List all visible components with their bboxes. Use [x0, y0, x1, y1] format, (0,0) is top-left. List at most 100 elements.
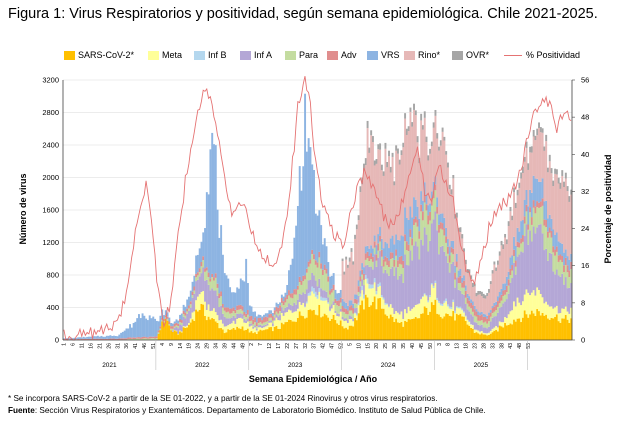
bar-sars-74	[195, 309, 198, 340]
bar-para-195	[411, 245, 414, 261]
bar-sars-250	[509, 323, 512, 340]
bar-sars-97	[236, 326, 239, 340]
bar-infb-169	[364, 274, 367, 280]
bar-infa-88	[220, 305, 223, 320]
bar-adv-215	[446, 246, 449, 254]
bar-infa-119	[275, 314, 278, 318]
bar-sars-197	[414, 316, 417, 340]
bar-infa-133	[300, 294, 303, 305]
bar-para-193	[407, 251, 410, 266]
bar-sars-94	[230, 329, 233, 340]
bar-infa-208	[434, 211, 437, 281]
bar-rino-213	[443, 140, 446, 218]
bar-adv-252	[513, 249, 515, 257]
bar-adv-124	[284, 297, 287, 303]
week-tick-2023-42: 42	[321, 343, 327, 349]
bar-meta-203	[425, 296, 428, 308]
bar-infa-113	[264, 324, 267, 327]
bar-infa-261	[529, 230, 532, 296]
bar-rino-234	[480, 295, 483, 312]
bar-rino-217	[450, 194, 453, 241]
bar-adv-89	[221, 303, 224, 308]
bar-vrs-266	[538, 181, 541, 203]
bar-adv-180	[384, 256, 387, 262]
bar-rino-232	[477, 294, 480, 312]
bar-adv-226	[466, 297, 469, 304]
bar-infb-220	[455, 306, 458, 308]
bar-ovr-188	[398, 159, 401, 165]
bar-rino-198	[416, 142, 419, 207]
bar-infa-76	[198, 276, 201, 295]
bar-sars-275	[554, 316, 557, 340]
bar-meta-263	[532, 290, 535, 314]
bar-rino-171	[368, 152, 371, 249]
bar-adv-175	[375, 254, 378, 261]
bar-para-131	[296, 289, 299, 300]
bar-adv-232	[477, 315, 480, 321]
bar-meta-184	[391, 307, 394, 317]
bar-infa-247	[504, 301, 507, 318]
week-tick-2024-40: 40	[410, 343, 416, 349]
bar-sars-232	[477, 333, 480, 340]
bar-para-254	[516, 247, 519, 257]
bar-rino-249	[507, 226, 510, 272]
bar-ovr-208	[434, 109, 437, 116]
bar-infa-173	[371, 269, 374, 285]
bar-vrs-31	[118, 334, 121, 339]
positivity-series	[63, 76, 572, 341]
bar-vrs-268	[541, 178, 544, 199]
bar-adv-83	[211, 273, 214, 278]
bar-adv-210	[438, 224, 440, 233]
bar-sars-87	[218, 328, 221, 340]
bar-para-188	[398, 263, 401, 276]
week-tick-2022-24: 24	[196, 343, 202, 349]
week-tick-2025-48: 48	[517, 343, 523, 349]
bar-vrs-89	[221, 254, 224, 304]
bar-para-114	[266, 321, 269, 324]
bar-infa-168	[363, 285, 365, 295]
bar-ovr-235	[482, 293, 485, 299]
bar-adv-88	[220, 291, 223, 297]
bar-para-128	[291, 298, 294, 306]
bar-infa-115	[268, 321, 271, 323]
bar-adv-279	[561, 256, 564, 262]
bar-infa-251	[511, 278, 514, 311]
bar-sars-259	[525, 314, 528, 340]
bar-vrs-233	[479, 312, 482, 316]
bar-sars-256	[520, 322, 523, 340]
bar-vrs-122	[280, 294, 283, 299]
bar-para-62	[173, 326, 176, 329]
bar-sars-184	[391, 316, 394, 340]
bar-ovr-214	[445, 151, 448, 155]
bar-vrs-165	[357, 280, 360, 287]
legend-label-adv: Adv	[341, 50, 357, 60]
bar-vrs-269	[543, 201, 546, 220]
bar-meta-260	[527, 292, 530, 318]
bar-infa-186	[395, 267, 398, 312]
week-tick-2021-21: 21	[97, 343, 103, 349]
bar-para-233	[479, 320, 482, 326]
bar-adv-128	[291, 293, 294, 299]
bar-vrs-100	[241, 280, 244, 307]
bar-rino-242	[495, 270, 498, 302]
bar-infa-94	[230, 317, 233, 324]
bar-rino-239	[489, 284, 492, 311]
bar-rino-206	[430, 146, 433, 192]
bar-vrs-261	[529, 189, 532, 208]
bar-adv-256	[520, 238, 523, 244]
bar-rino-189	[400, 155, 403, 236]
bar-infb-180	[384, 302, 387, 305]
bar-infa-171	[368, 266, 371, 285]
bar-infa-143	[318, 278, 321, 288]
bar-rino-182	[388, 156, 390, 249]
bar-ovr-175	[375, 159, 378, 164]
bar-rino-276	[555, 174, 558, 233]
bar-adv-211	[439, 222, 442, 229]
bar-sars-68	[184, 327, 187, 340]
bar-adv-170	[366, 251, 369, 259]
bar-vrs-162	[352, 303, 355, 309]
bars	[63, 93, 573, 340]
bar-para-80	[205, 270, 208, 280]
bar-sars-67	[182, 327, 185, 340]
bar-vrs-75	[196, 254, 199, 273]
